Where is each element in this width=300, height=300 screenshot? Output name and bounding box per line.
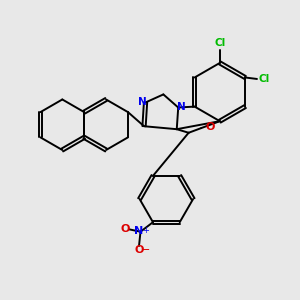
Text: +: + (142, 226, 149, 235)
Text: −: − (141, 244, 150, 255)
Text: Cl: Cl (214, 38, 226, 48)
Text: Cl: Cl (258, 74, 270, 84)
Text: N: N (134, 226, 144, 236)
Text: O: O (206, 122, 215, 132)
Text: N: N (138, 98, 146, 107)
Text: O: O (121, 224, 130, 234)
Text: O: O (134, 244, 144, 255)
Text: N: N (177, 103, 186, 112)
